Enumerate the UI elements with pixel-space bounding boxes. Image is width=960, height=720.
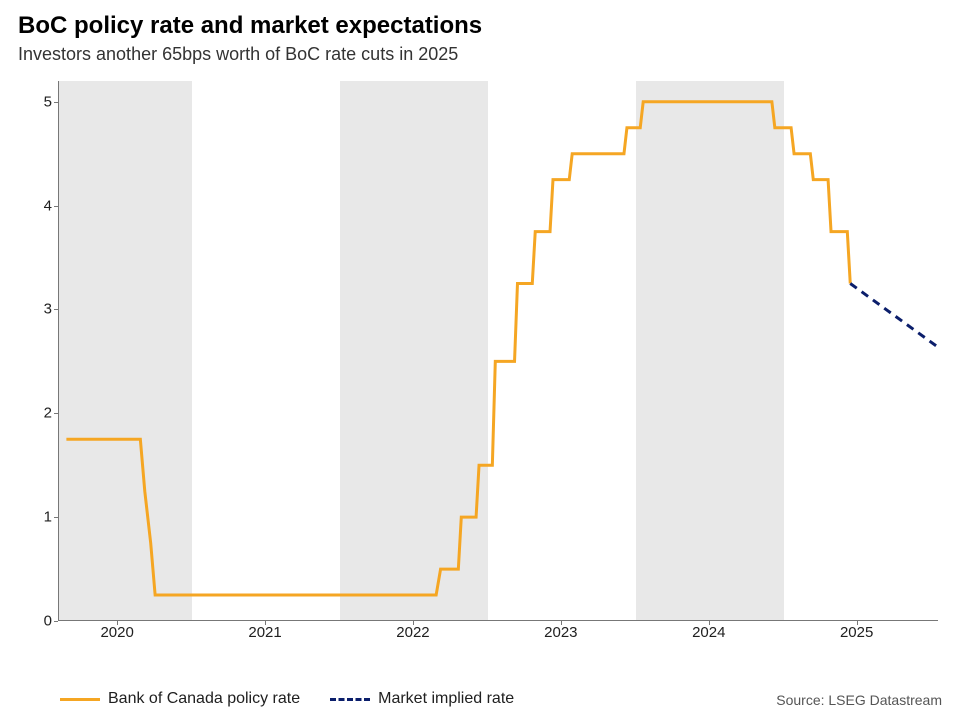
y-tick-mark	[54, 621, 58, 622]
legend-item-policy-rate: Bank of Canada policy rate	[60, 690, 300, 708]
series-line	[66, 102, 850, 595]
y-tick-mark	[54, 309, 58, 310]
plot-wrap: 0 1 2 3 4 5 2020 2021 2022 2023 2024 2025	[28, 73, 938, 653]
y-tick-mark	[54, 206, 58, 207]
x-tick-label: 2021	[248, 624, 281, 641]
x-tick-label: 2020	[100, 624, 133, 641]
y-tick-label: 1	[28, 509, 52, 526]
x-tick-mark	[709, 621, 710, 625]
x-tick-mark	[857, 621, 858, 625]
x-tick-label: 2024	[692, 624, 725, 641]
y-tick-label: 5	[28, 93, 52, 110]
chart-container: BoC policy rate and market expectations …	[0, 0, 960, 720]
source-label: Source: LSEG Datastream	[776, 692, 942, 708]
legend-swatch-dash	[330, 698, 370, 701]
x-tick-mark	[413, 621, 414, 625]
y-tick-mark	[54, 102, 58, 103]
plot-area	[58, 81, 938, 621]
x-tick-label: 2022	[396, 624, 429, 641]
y-tick-mark	[54, 413, 58, 414]
y-tick-label: 4	[28, 197, 52, 214]
y-tick-label: 2	[28, 405, 52, 422]
legend-swatch-solid	[60, 698, 100, 701]
chart-subtitle: Investors another 65bps worth of BoC rat…	[18, 44, 942, 65]
y-tick-label: 0	[28, 613, 52, 630]
legend-item-market-implied: Market implied rate	[330, 690, 514, 708]
legend-label: Market implied rate	[378, 690, 514, 708]
x-tick-label: 2025	[840, 624, 873, 641]
legend: Bank of Canada policy rate Market implie…	[60, 690, 514, 708]
x-tick-mark	[265, 621, 266, 625]
chart-svg	[59, 81, 938, 620]
x-tick-mark	[117, 621, 118, 625]
x-tick-label: 2023	[544, 624, 577, 641]
chart-title: BoC policy rate and market expectations	[18, 12, 942, 40]
y-tick-label: 3	[28, 301, 52, 318]
y-tick-mark	[54, 517, 58, 518]
series-line	[850, 284, 939, 348]
legend-label: Bank of Canada policy rate	[108, 690, 300, 708]
x-tick-mark	[561, 621, 562, 625]
